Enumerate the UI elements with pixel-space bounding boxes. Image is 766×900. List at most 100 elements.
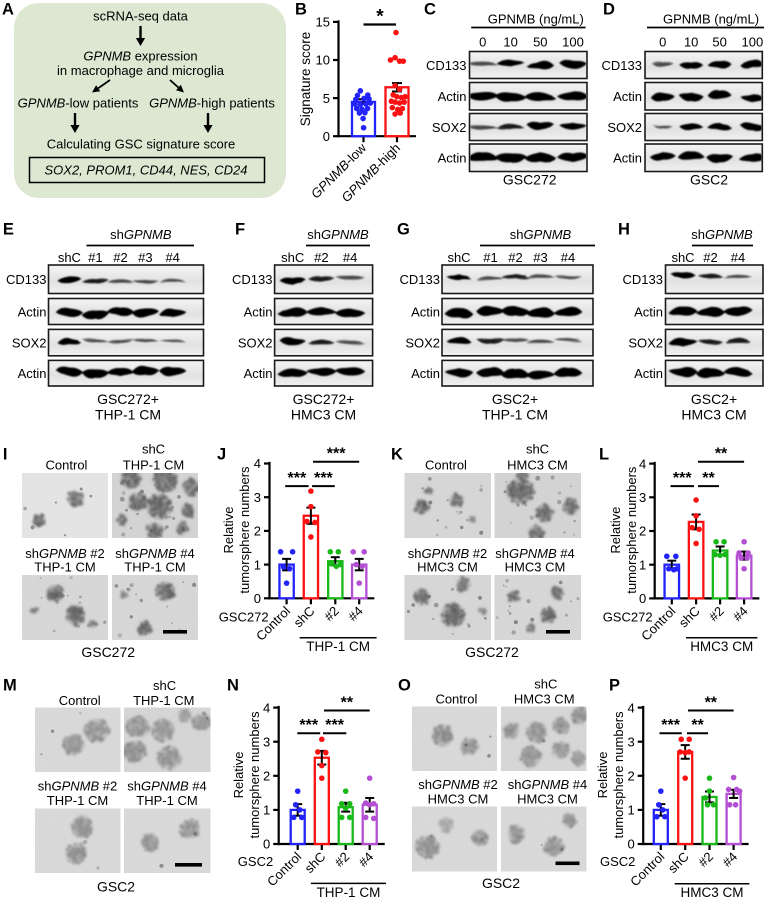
svg-text:100: 100 bbox=[562, 35, 584, 50]
svg-text:shGPNMB #2: shGPNMB #2 bbox=[408, 546, 487, 561]
svg-text:Signature score: Signature score bbox=[298, 32, 313, 127]
svg-text:#2: #2 bbox=[321, 603, 342, 624]
svg-text:Calculating GSC signature scor: Calculating GSC signature score bbox=[47, 137, 236, 152]
svg-text:***: *** bbox=[327, 446, 346, 463]
svg-text:0: 0 bbox=[254, 591, 261, 606]
svg-text:shGPNMB: shGPNMB bbox=[510, 227, 572, 242]
svg-text:Control: Control bbox=[425, 458, 467, 473]
svg-text:0: 0 bbox=[323, 129, 330, 144]
svg-text:#4: #4 bbox=[343, 250, 357, 265]
svg-text:GPNMB (ng/mL): GPNMB (ng/mL) bbox=[663, 12, 759, 27]
svg-text:HMC3 CM: HMC3 CM bbox=[517, 792, 578, 807]
svg-text:GSC2: GSC2 bbox=[238, 854, 273, 869]
svg-text:shC: shC bbox=[58, 250, 81, 265]
svg-text:#4: #4 bbox=[345, 603, 366, 624]
svg-text:B: B bbox=[295, 1, 307, 19]
svg-text:3: 3 bbox=[263, 734, 270, 749]
svg-text:1: 1 bbox=[254, 557, 261, 572]
svg-text:GPNMB-low patients: GPNMB-low patients bbox=[18, 96, 139, 111]
svg-text:2: 2 bbox=[263, 769, 270, 784]
svg-text:GPNMB expression: GPNMB expression bbox=[83, 49, 197, 64]
svg-text:GPNMB (ng/mL): GPNMB (ng/mL) bbox=[488, 12, 584, 27]
svg-text:#2: #2 bbox=[508, 250, 522, 265]
svg-text:Relative: Relative bbox=[221, 507, 236, 554]
svg-text:#2: #2 bbox=[695, 849, 716, 870]
svg-text:shGPNMB #2: shGPNMB #2 bbox=[38, 779, 117, 794]
svg-text:#3: #3 bbox=[138, 250, 152, 265]
svg-text:tumorsphere numbers: tumorsphere numbers bbox=[611, 711, 626, 839]
svg-text:CD133: CD133 bbox=[232, 272, 272, 287]
svg-text:50: 50 bbox=[712, 35, 726, 50]
svg-text:GSC272: GSC272 bbox=[219, 610, 269, 625]
svg-text:shC: shC bbox=[534, 677, 557, 692]
svg-text:GSC2+: GSC2+ bbox=[691, 391, 737, 407]
svg-text:GSC272: GSC272 bbox=[603, 610, 653, 625]
svg-text:#2: #2 bbox=[706, 603, 727, 624]
svg-text:shC: shC bbox=[291, 603, 318, 630]
svg-text:#1: #1 bbox=[483, 250, 497, 265]
svg-text:C: C bbox=[424, 1, 436, 19]
svg-text:Actin: Actin bbox=[18, 304, 47, 319]
svg-text:scRNA-seq data: scRNA-seq data bbox=[93, 9, 188, 24]
svg-text:HMC3 CM: HMC3 CM bbox=[505, 559, 566, 574]
svg-text:#4: #4 bbox=[730, 603, 751, 624]
svg-text:#1: #1 bbox=[88, 250, 102, 265]
svg-text:2: 2 bbox=[639, 524, 646, 539]
svg-text:SOX2: SOX2 bbox=[12, 335, 47, 350]
svg-text:3: 3 bbox=[639, 490, 646, 505]
svg-text:CD133: CD133 bbox=[426, 58, 466, 73]
svg-text:shGPNMB #4: shGPNMB #4 bbox=[495, 546, 574, 561]
svg-text:3: 3 bbox=[627, 734, 634, 749]
svg-text:10: 10 bbox=[316, 53, 330, 68]
svg-text:shC: shC bbox=[447, 250, 470, 265]
svg-text:#4: #4 bbox=[165, 250, 179, 265]
svg-text:THP-1 CM: THP-1 CM bbox=[482, 407, 548, 423]
svg-text:shC: shC bbox=[281, 250, 304, 265]
svg-text:0: 0 bbox=[639, 591, 646, 606]
svg-text:#2: #2 bbox=[113, 250, 127, 265]
svg-text:4: 4 bbox=[639, 456, 646, 471]
svg-text:#2: #2 bbox=[331, 849, 352, 870]
svg-text:HMC3 CM: HMC3 CM bbox=[514, 691, 575, 706]
svg-text:E: E bbox=[3, 221, 14, 239]
svg-text:GPNMB-high patients: GPNMB-high patients bbox=[149, 96, 275, 111]
svg-text:***: *** bbox=[661, 717, 680, 734]
svg-text:shGPNMB #2: shGPNMB #2 bbox=[25, 546, 104, 561]
svg-text:shC: shC bbox=[153, 678, 176, 693]
svg-text:GSC2: GSC2 bbox=[97, 878, 135, 894]
svg-text:***: *** bbox=[314, 470, 333, 487]
svg-text:#4: #4 bbox=[355, 849, 376, 870]
svg-text:HMC3 CM: HMC3 CM bbox=[681, 885, 744, 900]
svg-text:Actin: Actin bbox=[411, 366, 440, 381]
svg-text:#4: #4 bbox=[731, 250, 745, 265]
svg-text:M: M bbox=[3, 677, 17, 695]
svg-text:4: 4 bbox=[627, 700, 634, 715]
svg-text:tumorsphere numbers: tumorsphere numbers bbox=[624, 466, 639, 594]
svg-text:THP-1 CM: THP-1 CM bbox=[124, 559, 185, 574]
svg-text:G: G bbox=[397, 221, 410, 239]
svg-text:GSC2: GSC2 bbox=[482, 875, 520, 891]
svg-text:#2: #2 bbox=[703, 250, 717, 265]
svg-text:2: 2 bbox=[254, 524, 261, 539]
svg-text:shGPNMB: shGPNMB bbox=[307, 227, 369, 242]
svg-text:#4: #4 bbox=[719, 849, 740, 870]
svg-text:shC: shC bbox=[671, 250, 694, 265]
svg-text:SOX2: SOX2 bbox=[238, 335, 273, 350]
svg-text:shC: shC bbox=[665, 849, 692, 876]
svg-text:50: 50 bbox=[533, 35, 547, 50]
svg-text:GSC272: GSC272 bbox=[465, 644, 519, 660]
svg-text:0: 0 bbox=[627, 837, 634, 852]
svg-text:N: N bbox=[227, 677, 239, 695]
svg-text:Control: Control bbox=[46, 458, 88, 473]
svg-text:Relative: Relative bbox=[595, 751, 610, 798]
svg-text:GSC272: GSC272 bbox=[503, 172, 557, 188]
svg-text:THP-1 CM: THP-1 CM bbox=[306, 639, 370, 654]
svg-text:4: 4 bbox=[254, 456, 261, 471]
svg-text:15: 15 bbox=[316, 15, 330, 30]
svg-text:Actin: Actin bbox=[634, 304, 663, 319]
svg-text:#3: #3 bbox=[533, 250, 547, 265]
svg-text:O: O bbox=[398, 677, 411, 695]
svg-text:4: 4 bbox=[263, 700, 270, 715]
svg-text:GSC272+: GSC272+ bbox=[293, 391, 355, 407]
svg-text:K: K bbox=[391, 446, 403, 464]
